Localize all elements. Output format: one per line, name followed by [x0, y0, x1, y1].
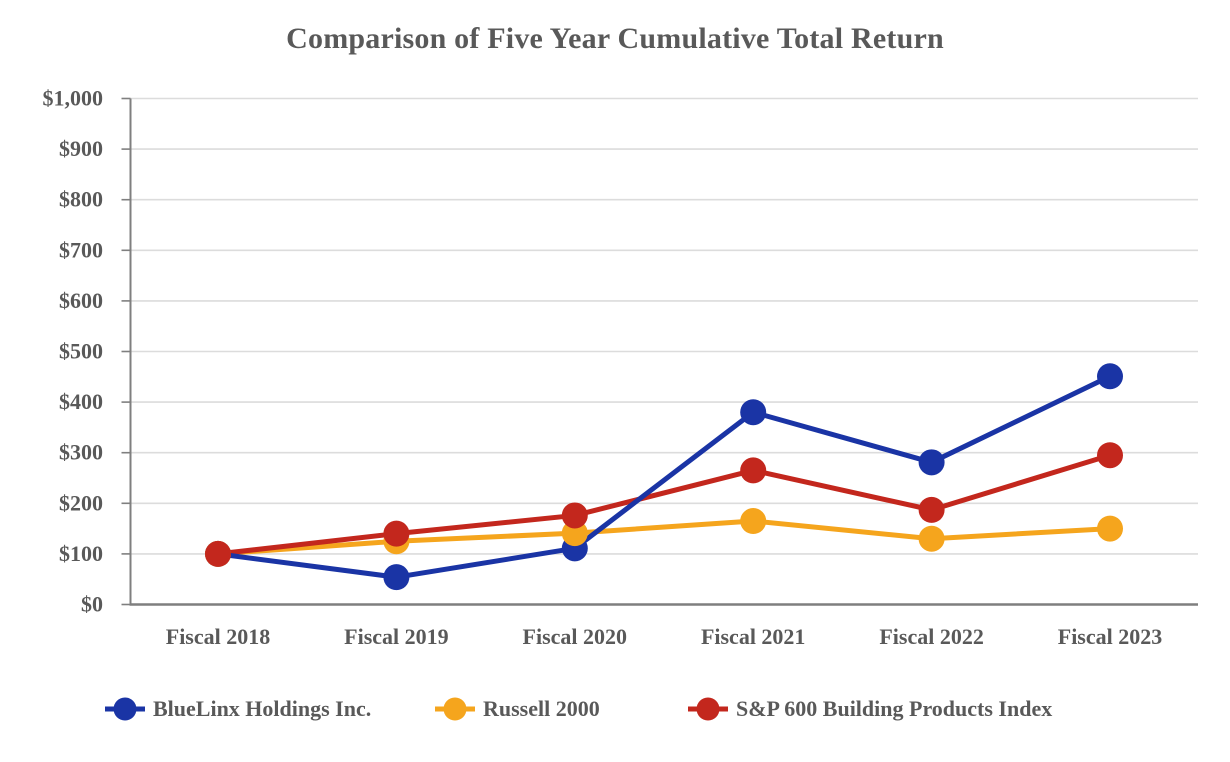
- x-axis-label: Fiscal 2018: [166, 624, 271, 649]
- y-axis-label: $100: [59, 541, 103, 566]
- x-axis-label: Fiscal 2022: [879, 624, 984, 649]
- data-point-series-1: [1097, 363, 1123, 390]
- y-axis-label: $700: [59, 237, 103, 262]
- data-point-series-3: [205, 540, 231, 567]
- y-axis-label: $1,000: [43, 86, 104, 111]
- data-point-series-1: [740, 399, 767, 426]
- legend: BlueLinx Holdings Inc. Russell 2000 S&P …: [0, 686, 1230, 732]
- data-point-series-3: [1097, 442, 1123, 469]
- legend-item-sp600-building-products: S&P 600 Building Products Index: [688, 686, 1052, 732]
- data-point-series-1: [383, 564, 410, 591]
- line-marker-icon: [688, 697, 728, 721]
- y-axis-label: $300: [59, 440, 103, 465]
- legend-label-sp600-building-products: S&P 600 Building Products Index: [736, 696, 1053, 721]
- x-axis-label: Fiscal 2023: [1058, 624, 1163, 649]
- y-axis-label: $600: [59, 288, 103, 313]
- y-axis-label: $400: [59, 389, 103, 414]
- series-line-2: [215, 518, 1113, 557]
- data-point-series-2: [918, 525, 945, 552]
- data-point-series-2: [740, 508, 767, 535]
- legend-item-bluelinx: BlueLinx Holdings Inc.: [105, 686, 371, 732]
- y-axis-label: $200: [59, 490, 103, 515]
- y-axis-label: $800: [59, 187, 103, 212]
- data-point-series-3: [383, 520, 410, 547]
- data-point-series-1: [918, 449, 945, 476]
- series-line-3: [215, 452, 1113, 557]
- x-axis-label: Fiscal 2021: [701, 624, 806, 649]
- data-point-series-3: [561, 502, 588, 529]
- legend-label-russell-2000: Russell 2000: [483, 696, 600, 721]
- y-axis-label: $0: [81, 592, 103, 617]
- legend-item-russell-2000: Russell 2000: [435, 686, 600, 732]
- data-point-series-2: [1097, 515, 1123, 542]
- chart-title: Comparison of Five Year Cumulative Total…: [286, 22, 944, 55]
- data-point-series-3: [918, 496, 945, 523]
- series-line-1: [215, 373, 1113, 580]
- data-point-series-3: [740, 457, 767, 484]
- y-axis-label: $900: [59, 136, 103, 161]
- legend-label-bluelinx: BlueLinx Holdings Inc.: [153, 696, 372, 721]
- line-marker-icon: [105, 697, 145, 721]
- x-axis-label: Fiscal 2020: [523, 624, 628, 649]
- line-marker-icon: [435, 697, 475, 721]
- x-axis-label: Fiscal 2019: [344, 624, 449, 649]
- plot-area: $0 $100 $200 $300 $400 $500 $600 $700 $800 $900 $1…: [43, 86, 1198, 649]
- y-axis-label: $500: [59, 339, 103, 364]
